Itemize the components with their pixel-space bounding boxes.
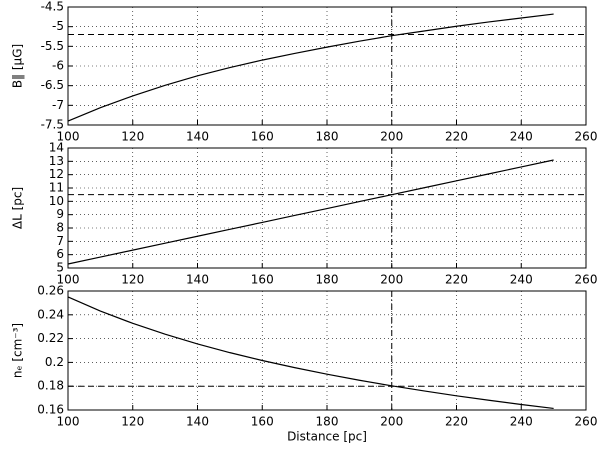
x-tick-label: 260	[575, 130, 598, 144]
plot-frame	[67, 6, 587, 126]
x-tick-label: 140	[186, 415, 209, 429]
x-tick-label: 240	[510, 415, 533, 429]
x-tick-label: 180	[316, 415, 339, 429]
y-tick-label: 0.26	[37, 284, 64, 298]
x-tick-label: 240	[510, 273, 533, 287]
x-tick-label: 160	[251, 130, 274, 144]
x-tick-label: 160	[251, 415, 274, 429]
y-tick-label: 0.16	[37, 403, 64, 417]
plot-frame	[67, 147, 587, 269]
y-axis-label: nₑ [cm⁻³]	[11, 323, 25, 378]
y-tick-label: 0.18	[37, 379, 64, 393]
y-axis-label: ΔL [pc]	[11, 187, 25, 229]
x-tick-label: 260	[575, 273, 598, 287]
y-tick-label: 13	[49, 154, 64, 168]
y-tick-label: 0.22	[37, 331, 64, 345]
y-tick-label: 8	[56, 221, 64, 235]
y-tick-label: -5	[52, 19, 64, 33]
x-tick-label: 180	[316, 130, 339, 144]
data-line	[67, 13, 554, 122]
data-line	[67, 296, 554, 410]
x-tick-label: 100	[57, 273, 80, 287]
y-tick-label: -7.5	[41, 118, 64, 132]
y-tick-label: 9	[56, 207, 64, 221]
y-tick-label: -6	[52, 59, 64, 73]
x-tick-label: 220	[445, 273, 468, 287]
x-tick-label: 120	[121, 273, 144, 287]
x-tick-label: 240	[510, 130, 533, 144]
x-tick-label: 180	[316, 273, 339, 287]
x-tick-label: 160	[251, 273, 274, 287]
y-axis-label: B‖ [μG]	[11, 44, 25, 88]
x-tick-label: 140	[186, 273, 209, 287]
x-axis-label: Distance [pc]	[287, 430, 367, 444]
y-tick-label: -7	[52, 98, 64, 112]
y-tick-label: 10	[49, 194, 64, 208]
plot-frame	[67, 290, 587, 411]
y-tick-label: 14	[49, 141, 64, 155]
x-tick-label: 220	[445, 130, 468, 144]
y-tick-label: 7	[56, 234, 64, 248]
y-tick-label: 12	[49, 167, 64, 181]
x-tick-label: 100	[57, 130, 80, 144]
y-tick-label: 5	[56, 261, 64, 275]
x-tick-label: 200	[380, 273, 403, 287]
x-tick-label: 260	[575, 415, 598, 429]
y-tick-label: -5.5	[41, 39, 64, 53]
y-tick-label: 0.24	[37, 307, 64, 321]
y-tick-label: 0.2	[45, 355, 64, 369]
y-tick-label: 6	[56, 247, 64, 261]
x-tick-label: 220	[445, 415, 468, 429]
x-tick-label: 120	[121, 130, 144, 144]
y-tick-label: -4.5	[41, 0, 64, 14]
x-tick-label: 120	[121, 415, 144, 429]
y-tick-label: -6.5	[41, 78, 64, 92]
x-tick-label: 100	[57, 415, 80, 429]
x-tick-label: 140	[186, 130, 209, 144]
x-tick-label: 200	[380, 415, 403, 429]
x-tick-label: 200	[380, 130, 403, 144]
y-tick-label: 11	[49, 181, 64, 195]
data-line	[67, 159, 554, 265]
